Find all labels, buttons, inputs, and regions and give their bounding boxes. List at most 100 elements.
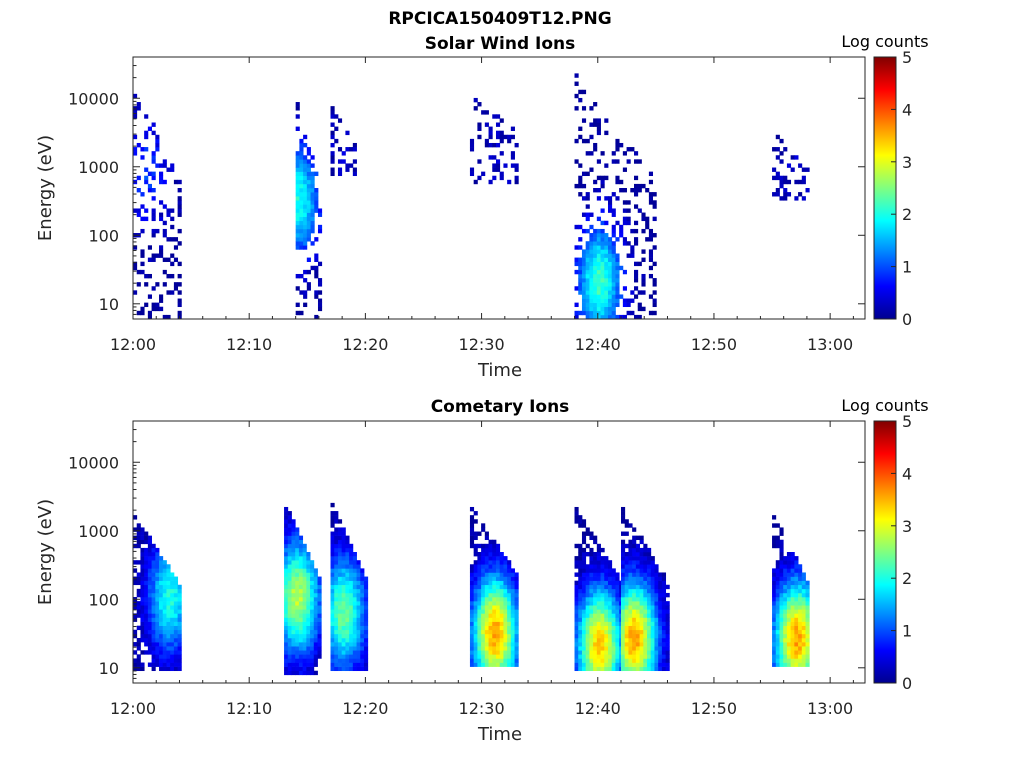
spectrogram-cell — [503, 592, 508, 598]
spectrogram-cell — [624, 637, 629, 643]
spectrogram-cell — [337, 564, 343, 569]
spectrogram-cell — [484, 592, 489, 598]
spectrogram-cell — [166, 654, 171, 659]
spectrogram-cell — [317, 637, 322, 643]
spectrogram-cell — [317, 642, 322, 647]
spectrogram-cell — [624, 592, 629, 598]
spectrogram-cell — [334, 543, 339, 549]
spectrogram-cell — [628, 617, 633, 622]
spectrogram-cell — [162, 576, 167, 581]
spectrogram-cell — [611, 650, 616, 655]
spectrogram-cell — [615, 650, 620, 655]
spectrogram-cell — [349, 543, 354, 549]
spectrogram-cell — [628, 621, 633, 626]
spectrogram-cell — [334, 552, 339, 557]
spectrogram-cell — [495, 617, 501, 622]
spectrogram-cell — [786, 654, 792, 659]
spectrogram-cell — [783, 597, 788, 602]
spectrogram-cell — [147, 625, 152, 631]
spectrogram-cell — [503, 588, 508, 594]
spectrogram-cell — [313, 568, 318, 573]
spectrogram-cell — [643, 552, 648, 557]
spectrogram-cell — [596, 543, 601, 549]
spectrogram-cell — [306, 613, 311, 618]
spectrogram-cell — [790, 629, 795, 635]
spectrogram-cell — [473, 633, 478, 639]
spectrogram-cell — [341, 564, 346, 569]
spectrogram-cell — [621, 654, 626, 659]
spectrogram-cell — [352, 658, 357, 663]
spectrogram-cell — [585, 629, 590, 635]
spectrogram-cell — [295, 670, 300, 676]
spectrogram-cell — [295, 646, 300, 651]
spectrogram-cell — [349, 592, 354, 598]
spectrogram-cell — [140, 192, 145, 197]
spectrogram-cell — [600, 560, 605, 565]
spectrogram-cell — [600, 265, 605, 271]
spectrogram-cell — [615, 314, 620, 320]
spectrogram-cell — [155, 302, 160, 308]
spectrogram-cell — [473, 564, 478, 569]
spectrogram-cell — [140, 601, 145, 606]
spectrogram-cell — [581, 539, 587, 545]
spectrogram-cell — [306, 212, 311, 217]
spectrogram-cell — [514, 580, 519, 586]
spectrogram-cell — [147, 183, 152, 189]
spectrogram-cell — [607, 646, 613, 651]
spectrogram-cell — [295, 241, 300, 246]
spectrogram-cell — [790, 621, 795, 626]
spectrogram-cell — [337, 576, 343, 581]
spectrogram-cell — [514, 601, 519, 606]
spectrogram-cell — [604, 576, 609, 581]
spectrogram-cell — [484, 535, 489, 541]
spectrogram-cell — [589, 167, 594, 172]
spectrogram-cell — [173, 601, 179, 606]
spectrogram-cell — [647, 666, 652, 672]
spectrogram-cell — [790, 662, 795, 667]
spectrogram-cell — [635, 547, 640, 553]
spectrogram-cell — [621, 560, 626, 565]
spectrogram-cell — [488, 576, 493, 581]
spectrogram-cell — [607, 261, 613, 267]
spectrogram-cell — [136, 658, 141, 663]
spectrogram-cell — [783, 633, 788, 639]
spectrogram-cell — [170, 576, 175, 581]
spectrogram-cell — [507, 597, 512, 602]
spectrogram-cell — [310, 228, 315, 234]
spectrogram-cell — [330, 601, 335, 606]
spectrogram-cell — [805, 167, 810, 172]
spectrogram-cell — [469, 642, 475, 647]
spectrogram-cell — [330, 130, 335, 136]
spectrogram-cell — [499, 605, 504, 610]
spectrogram-cell — [665, 633, 670, 639]
spectrogram-cell — [166, 588, 171, 594]
spectrogram-cell — [615, 261, 620, 267]
spectrogram-cell — [654, 625, 659, 631]
spectrogram-cell — [488, 642, 493, 647]
spectrogram-cell — [337, 629, 343, 635]
spectrogram-cell — [596, 249, 601, 254]
spectrogram-cell — [341, 556, 346, 561]
spectrogram-cell — [481, 617, 486, 622]
spectrogram-cell — [284, 625, 289, 631]
spectrogram-cell — [469, 523, 475, 528]
spectrogram-cell — [341, 601, 346, 606]
spectrogram-cell — [330, 662, 335, 667]
spectrogram-cell — [611, 617, 616, 622]
spectrogram-cell — [492, 552, 497, 557]
spectrogram-cell — [166, 314, 171, 320]
spectrogram-cell — [140, 261, 145, 267]
spectrogram-cell — [585, 298, 590, 303]
spectrogram-cell — [647, 633, 652, 639]
spectrogram-cell — [298, 654, 304, 659]
spectrogram-cell — [507, 601, 512, 606]
spectrogram-cell — [589, 568, 594, 573]
spectrogram-cell — [639, 633, 644, 639]
spectrogram-cell — [291, 633, 296, 639]
spectrogram-cell — [589, 122, 594, 127]
spectrogram-cell — [310, 188, 315, 193]
spectrogram-cell — [624, 531, 629, 536]
spectrogram-cell — [334, 637, 339, 643]
spectrogram-cell — [159, 609, 164, 614]
spectrogram-cell — [596, 126, 601, 131]
